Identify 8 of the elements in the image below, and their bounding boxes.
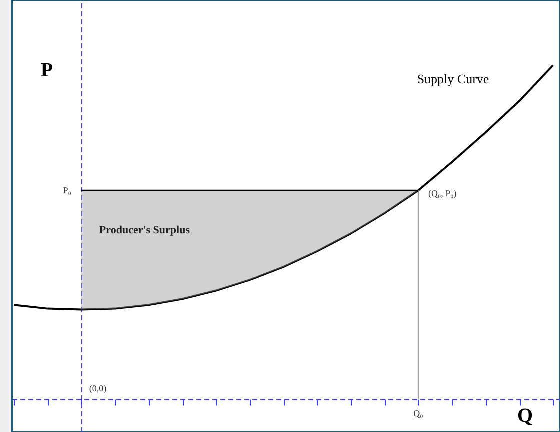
annotation: (0,0) bbox=[89, 383, 107, 394]
x-axis-title: Q bbox=[518, 404, 534, 427]
text: Supply Curve bbox=[417, 71, 490, 86]
annotation: Producer's Surplus bbox=[99, 224, 191, 237]
text: Q₀ bbox=[414, 408, 424, 418]
annotation: (Q₀, P₀) bbox=[428, 188, 457, 199]
y-axis-title: P bbox=[40, 60, 54, 82]
annotation: P₀ bbox=[63, 186, 72, 196]
